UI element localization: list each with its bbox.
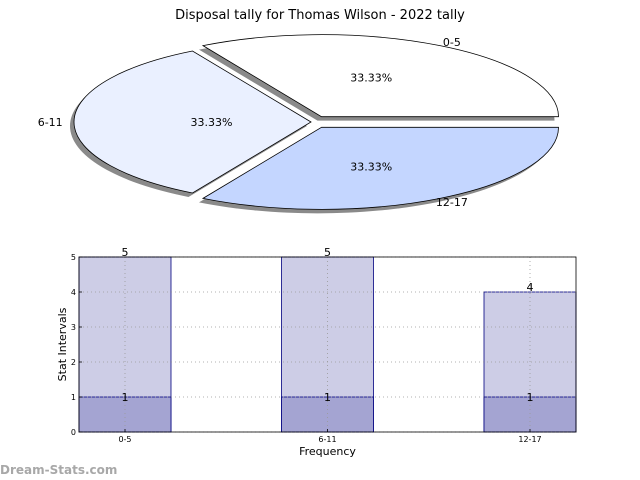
bar-base-0-5 — [78, 396, 172, 433]
bar-chart: 0 1 2 3 4 5 0-5 5 1 6-11 5 1 12-17 4 1 Frequency Stat In… — [56, 246, 577, 458]
pie-chart: 33.33% 0-5 33.33% 6-11 33.33% 12-17 — [38, 34, 559, 214]
pie-category-label: 12-17 — [436, 196, 468, 209]
y-tick-label: 2 — [71, 358, 76, 367]
bar-value-label: 5 — [122, 246, 129, 259]
y-tick-label: 1 — [71, 393, 76, 402]
bar-base-value-label: 1 — [122, 391, 129, 404]
bar-base-value-label: 1 — [324, 391, 331, 404]
y-tick-label: 0 — [71, 428, 76, 437]
y-tick-label: 5 — [71, 253, 76, 262]
bar-value-label: 4 — [527, 281, 534, 294]
pie-slice-6-11 — [73, 50, 312, 194]
bar-base-value-label: 1 — [527, 391, 534, 404]
x-axis-label: Frequency — [299, 445, 356, 458]
pie-chart-title: Disposal tally for Thomas Wilson - 2022 … — [175, 8, 465, 23]
pie-category-label: 6-11 — [38, 116, 63, 129]
y-tick-label: 4 — [71, 288, 76, 297]
bar-value-label: 5 — [324, 246, 331, 259]
bar-base-6-11 — [281, 396, 374, 433]
pie-percent-label: 33.33% — [350, 160, 392, 173]
x-tick-label: 6-11 — [318, 435, 336, 444]
x-tick-label: 0-5 — [118, 435, 131, 444]
y-tick-label: 3 — [71, 323, 76, 332]
pie-percent-label: 33.33% — [190, 116, 232, 129]
pie-slice-0-5 — [201, 34, 559, 118]
watermark-text: Dream-Stats.com — [0, 463, 117, 477]
pie-category-label: 0-5 — [443, 36, 461, 49]
y-axis-label: Stat Intervals — [56, 307, 69, 381]
pie-slice-12-17 — [201, 126, 559, 210]
pie-percent-label: 33.33% — [350, 72, 392, 85]
x-tick-label: 12-17 — [518, 435, 541, 444]
